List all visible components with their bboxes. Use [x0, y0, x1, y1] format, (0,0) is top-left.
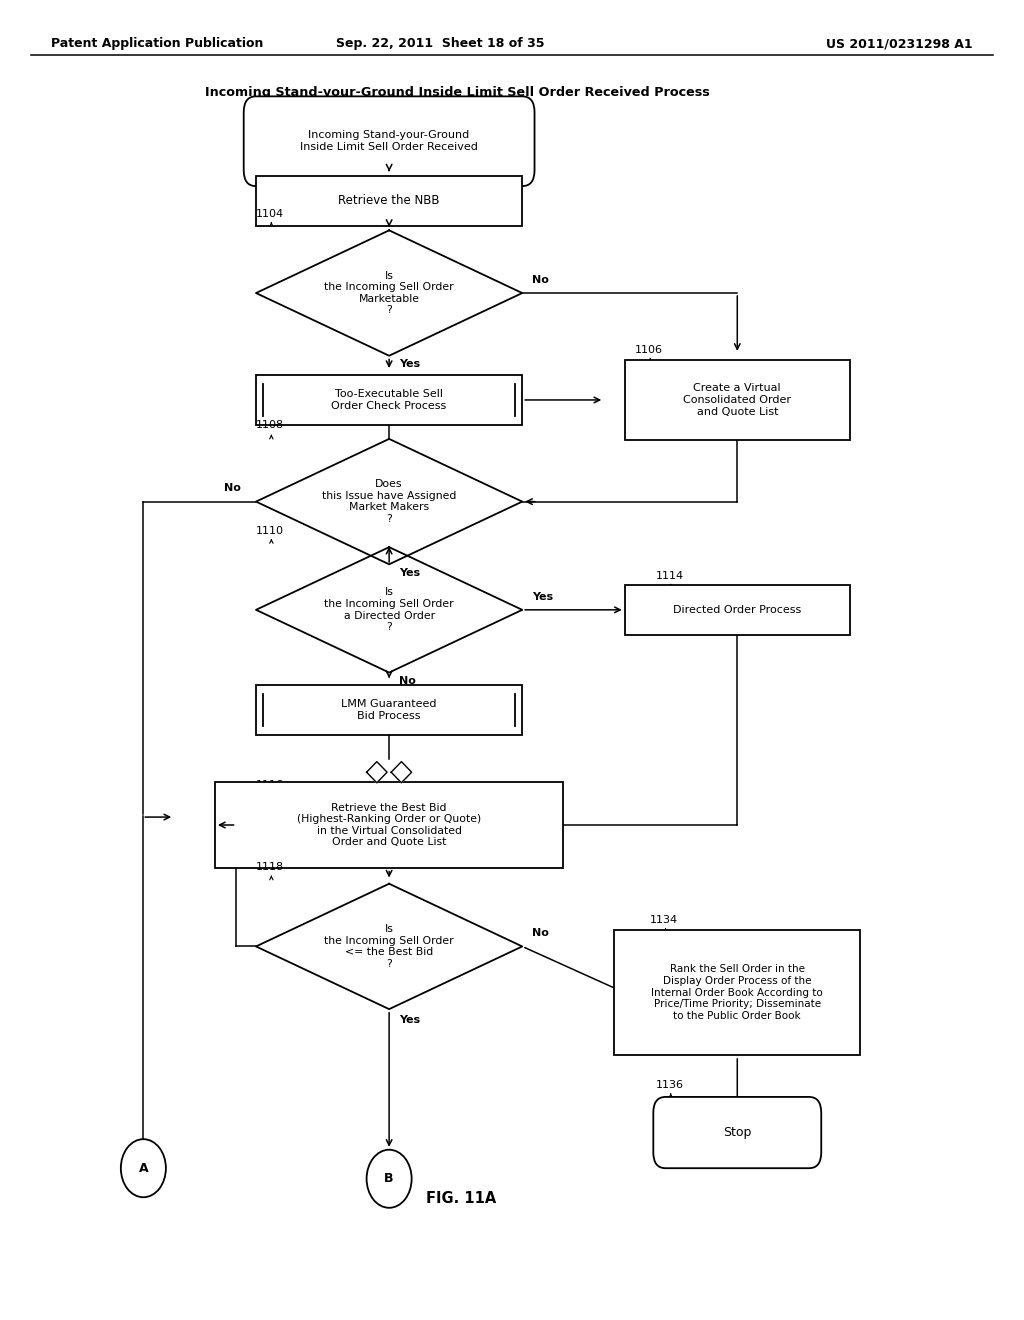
Polygon shape [256, 884, 522, 1010]
Text: Yes: Yes [399, 568, 421, 578]
Text: 1112: 1112 [256, 692, 284, 702]
Text: Does
this Issue have Assigned
Market Makers
?: Does this Issue have Assigned Market Mak… [322, 479, 457, 524]
Text: Is
the Incoming Sell Order
Marketable
?: Is the Incoming Sell Order Marketable ? [325, 271, 454, 315]
Text: 1118: 1118 [256, 862, 284, 873]
Text: FIG. 11A: FIG. 11A [426, 1191, 496, 1206]
Text: Stop: Stop [723, 1126, 752, 1139]
Text: Is
the Incoming Sell Order
a Directed Order
?: Is the Incoming Sell Order a Directed Or… [325, 587, 454, 632]
Text: Sep. 22, 2011  Sheet 18 of 35: Sep. 22, 2011 Sheet 18 of 35 [336, 37, 545, 50]
Bar [256, 176, 522, 226]
Text: No: No [532, 275, 549, 285]
Bar [256, 375, 522, 425]
Bar [625, 585, 850, 635]
Text: 1102: 1102 [256, 182, 284, 193]
Text: 1114: 1114 [655, 570, 683, 581]
Bar [614, 929, 860, 1056]
Text: 1108: 1108 [256, 420, 284, 430]
Text: Retrieve the Best Bid
(Highest-Ranking Order or Quote)
in the Virtual Consolidat: Retrieve the Best Bid (Highest-Ranking O… [297, 803, 481, 847]
Text: 1105: 1105 [256, 381, 284, 392]
FancyBboxPatch shape [653, 1097, 821, 1168]
Polygon shape [256, 546, 522, 672]
Text: 1134: 1134 [650, 915, 678, 925]
Text: 1136: 1136 [655, 1080, 683, 1090]
Text: No: No [399, 676, 416, 686]
Text: Yes: Yes [399, 1015, 421, 1026]
Text: Retrieve the NBB: Retrieve the NBB [338, 194, 440, 207]
Text: Incoming Stand-your-Ground
Inside Limit Sell Order Received: Incoming Stand-your-Ground Inside Limit … [300, 131, 478, 152]
Polygon shape [256, 230, 522, 355]
Bar [215, 781, 563, 869]
Text: Yes: Yes [532, 591, 554, 602]
Text: Too-Executable Sell
Order Check Process: Too-Executable Sell Order Check Process [332, 389, 446, 411]
Text: 1110: 1110 [256, 525, 284, 536]
Text: 1106: 1106 [635, 345, 663, 355]
Text: LMM Guaranteed
Bid Process: LMM Guaranteed Bid Process [341, 700, 437, 721]
Polygon shape [391, 762, 412, 783]
Text: No: No [532, 928, 549, 939]
Text: Incoming Stand-your-Ground Inside Limit Sell Order Received Process: Incoming Stand-your-Ground Inside Limit … [205, 86, 710, 99]
Text: No: No [224, 483, 241, 494]
Bar [256, 685, 522, 735]
Text: B: B [384, 1172, 394, 1185]
Text: Directed Order Process: Directed Order Process [673, 605, 802, 615]
Polygon shape [256, 438, 522, 565]
FancyBboxPatch shape [244, 96, 535, 186]
Polygon shape [367, 762, 387, 783]
Text: 1100: 1100 [256, 111, 284, 121]
Text: 1116: 1116 [256, 780, 284, 791]
Text: A: A [138, 1162, 148, 1175]
Text: Is
the Incoming Sell Order
<= the Best Bid
?: Is the Incoming Sell Order <= the Best B… [325, 924, 454, 969]
Text: Create a Virtual
Consolidated Order
and Quote List: Create a Virtual Consolidated Order and … [683, 383, 792, 417]
Text: 1104: 1104 [256, 209, 284, 219]
Bar [625, 360, 850, 440]
Text: US 2011/0231298 A1: US 2011/0231298 A1 [826, 37, 973, 50]
Text: Patent Application Publication: Patent Application Publication [51, 37, 263, 50]
Text: Rank the Sell Order in the
Display Order Process of the
Internal Order Book Acco: Rank the Sell Order in the Display Order… [651, 965, 823, 1020]
Text: Yes: Yes [399, 359, 421, 370]
